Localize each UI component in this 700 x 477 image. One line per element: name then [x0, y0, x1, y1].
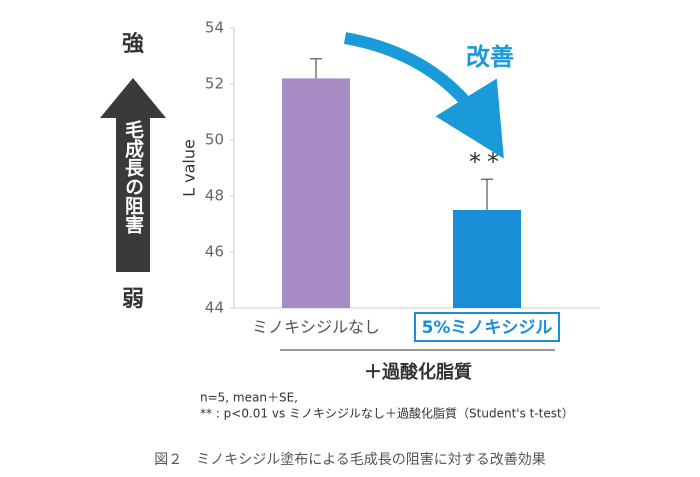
- caption: 図２ ミノキシジル塗布による毛成長の阻害に対する改善効果: [154, 451, 546, 468]
- y-axis-label: L value: [180, 139, 199, 197]
- improvement-arrow: [343, 32, 504, 159]
- improvement-label: 改善: [466, 43, 514, 71]
- y-tick-label: 54: [205, 19, 224, 37]
- note: n=5, mean＋SE,: [200, 391, 298, 405]
- y-tick-label: 52: [205, 75, 224, 93]
- x-tick-label: ミノキシジルなし: [252, 318, 380, 337]
- x-tick-label: 5%ミノキシジル: [422, 318, 553, 338]
- y-tick-label: 50: [205, 131, 224, 149]
- strong-label: 強: [122, 31, 144, 57]
- arrow-label: 毛成長の阻害: [122, 120, 144, 235]
- group-label: ＋過酸化脂質: [364, 361, 472, 383]
- y-tick-label: 48: [205, 187, 224, 205]
- bar: [282, 78, 350, 309]
- significance: **: [469, 148, 505, 176]
- note: ** : p<0.01 vs ミノキシジルなし＋過酸化脂質（Student's …: [200, 406, 574, 421]
- y-tick-label: 44: [205, 299, 224, 317]
- strength-arrow: [100, 78, 166, 272]
- y-tick-label: 46: [205, 243, 224, 261]
- weak-label: 弱: [122, 287, 144, 312]
- category-box: [414, 312, 560, 342]
- bar: [453, 210, 521, 308]
